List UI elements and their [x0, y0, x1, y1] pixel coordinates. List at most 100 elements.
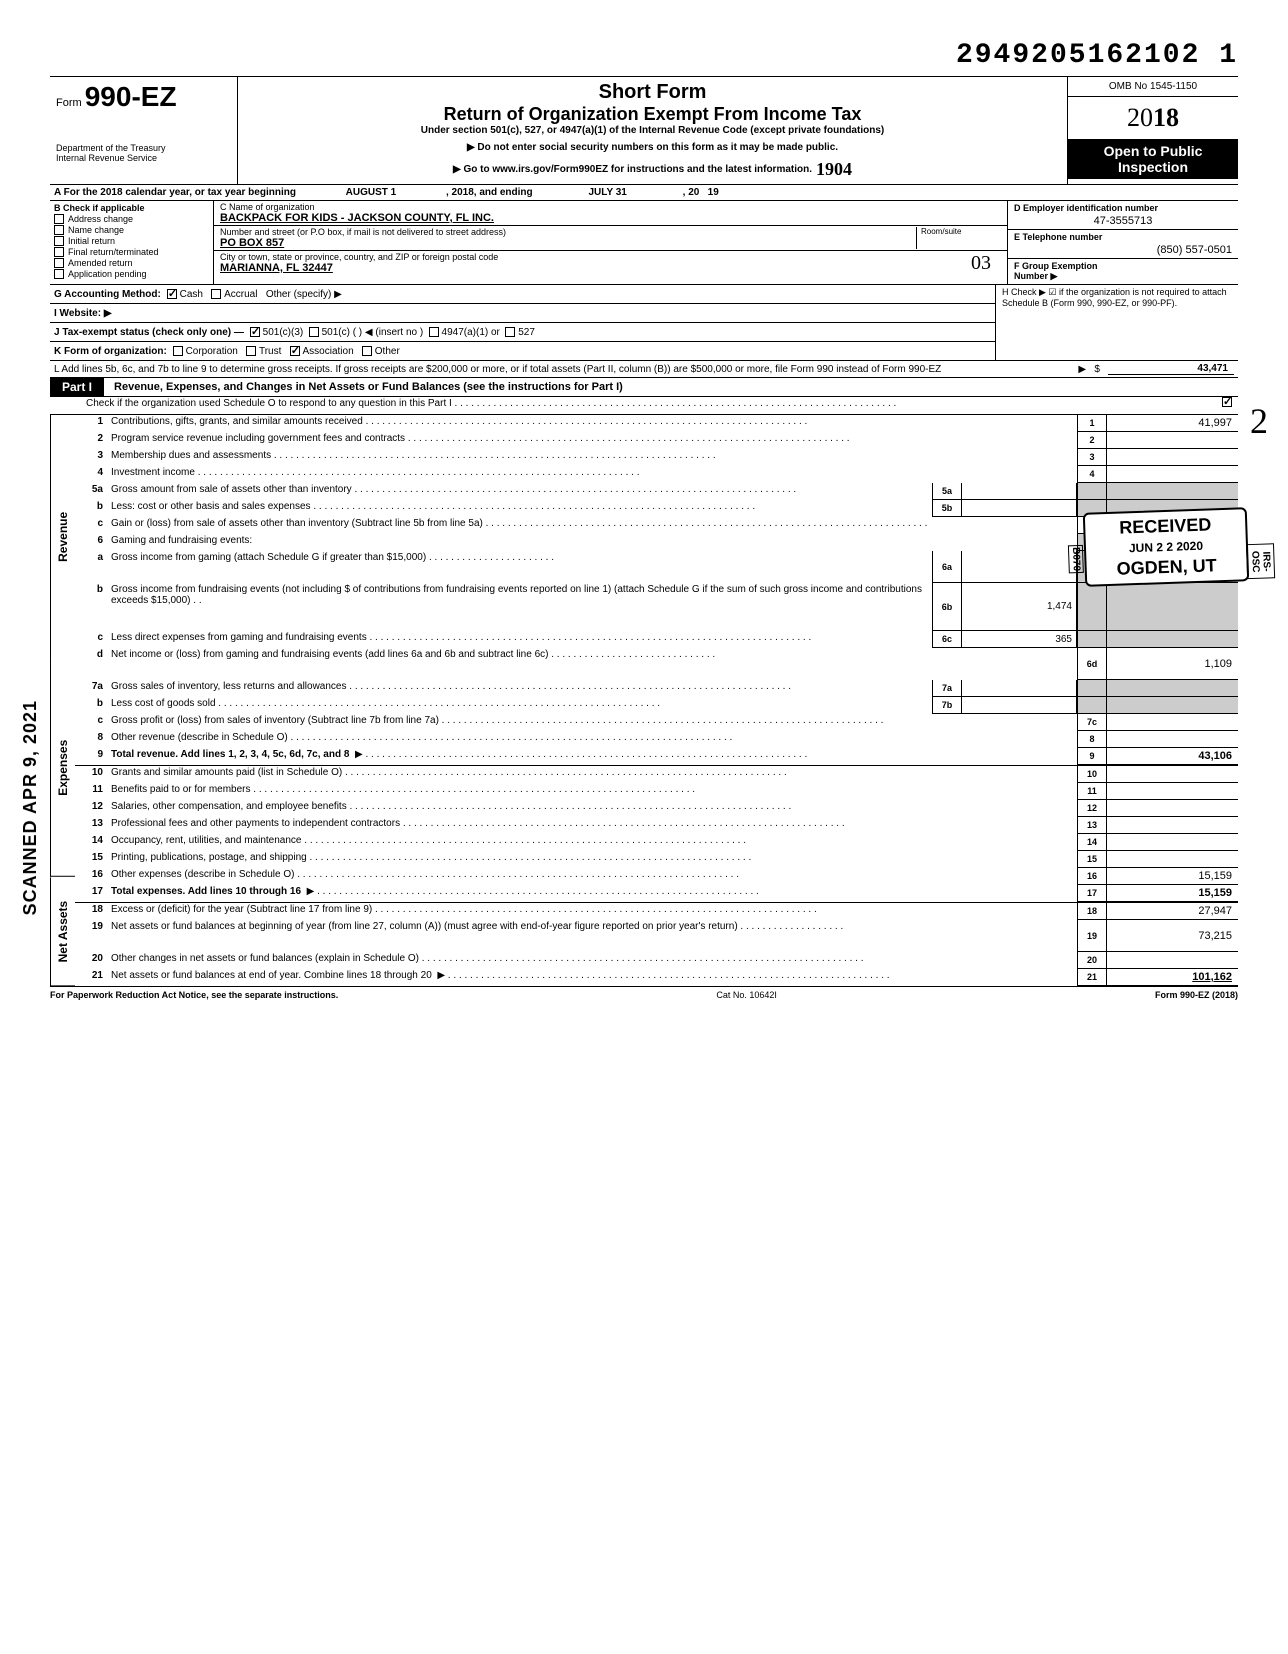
l5a-rval [1107, 483, 1238, 500]
chk-trust[interactable] [246, 346, 256, 356]
l6b-rval [1107, 583, 1238, 631]
l5c-desc: Gain or (loss) from sale of assets other… [111, 517, 1077, 534]
chk-527[interactable] [505, 327, 515, 337]
l10-desc: Grants and similar amounts paid (list in… [111, 766, 1077, 783]
l6b-mbox: 6b [932, 583, 962, 631]
lineK-lbl: K Form of organization: [54, 346, 167, 357]
l7b-mval [962, 697, 1077, 714]
handwritten-2: 2 [1250, 400, 1268, 442]
part1-check-line: Check if the organization used Schedule … [86, 397, 1079, 414]
l7b-rval [1107, 697, 1238, 714]
chk-address-change[interactable] [54, 214, 64, 224]
line-h: H Check ▶ ☑ if the organization is not r… [995, 285, 1238, 360]
l7b-num: b [75, 697, 111, 714]
l3-val [1107, 449, 1238, 466]
l6-desc: Gaming and fundraising events: [111, 534, 1077, 551]
l11-val [1107, 783, 1238, 800]
lbl-527: 527 [518, 327, 535, 338]
chk-corp[interactable] [173, 346, 183, 356]
row-a-tax-year: A For the 2018 calendar year, or tax yea… [50, 185, 1238, 201]
l3-num: 3 [75, 449, 111, 466]
received-stamp: RECEIVED JUN 2 2 2020 OGDEN, UT B070 IRS… [1083, 507, 1249, 587]
l17-val: 15,159 [1107, 885, 1238, 902]
l17-box: 17 [1077, 885, 1107, 902]
l1-desc: Contributions, gifts, grants, and simila… [111, 415, 1077, 432]
line-k: K Form of organization: Corporation Trus… [50, 342, 995, 360]
l7a-rbox [1077, 680, 1107, 697]
l2-box: 2 [1077, 432, 1107, 449]
l9-val: 43,106 [1107, 748, 1238, 765]
l7a-mval [962, 680, 1077, 697]
l5b-mbox: 5b [932, 500, 962, 517]
l14-val [1107, 834, 1238, 851]
lbl-final-return: Final return/terminated [68, 247, 159, 257]
chk-app-pending[interactable] [54, 269, 64, 279]
l7b-rbox [1077, 697, 1107, 714]
line-g: G Accounting Method: Cash Accrual Other … [50, 285, 995, 304]
chk-amended[interactable] [54, 258, 64, 268]
l7a-num: 7a [75, 680, 111, 697]
chk-501c3[interactable] [250, 327, 260, 337]
note-url: ▶ Go to www.irs.gov/Form990EZ for instru… [453, 164, 812, 175]
l18-num: 18 [75, 903, 111, 920]
l16-desc: Other expenses (describe in Schedule O) [111, 868, 1077, 885]
l4-val [1107, 466, 1238, 483]
side-net-assets: Net Assets [50, 877, 75, 986]
chk-schedule-o[interactable] [1222, 397, 1232, 407]
l6a-num: a [75, 551, 111, 583]
chk-501c[interactable] [309, 327, 319, 337]
part1-title: Revenue, Expenses, and Changes in Net As… [104, 381, 1238, 393]
l11-desc: Benefits paid to or for members [111, 783, 1077, 800]
chk-assoc[interactable] [290, 346, 300, 356]
l6c-num: c [75, 631, 111, 648]
l17-desc: Total expenses. Add lines 10 through 16 … [111, 885, 1077, 902]
l8-box: 8 [1077, 731, 1107, 748]
lbl-accrual: Accrual [224, 289, 257, 300]
chk-accrual[interactable] [211, 289, 221, 299]
stamp-irs-osc: IRS-OSC [1246, 543, 1275, 579]
part1-header: Part I Revenue, Expenses, and Changes in… [50, 377, 1238, 397]
l6c-mval: 365 [962, 631, 1077, 648]
chk-other-org[interactable] [362, 346, 372, 356]
l11-box: 11 [1077, 783, 1107, 800]
dept: Department of the Treasury Internal Reve… [56, 143, 231, 163]
l8-num: 8 [75, 731, 111, 748]
footer-left: For Paperwork Reduction Act Notice, see … [50, 990, 338, 1000]
l9-desc: Total revenue. Add lines 1, 2, 3, 4, 5c,… [111, 748, 1077, 765]
l18-box: 18 [1077, 903, 1107, 920]
l10-val [1107, 766, 1238, 783]
l15-val [1107, 851, 1238, 868]
lbl-cash: Cash [180, 289, 203, 300]
l12-desc: Salaries, other compensation, and employ… [111, 800, 1077, 817]
lbl-app-pending: Application pending [68, 269, 147, 279]
lbl-corp: Corporation [186, 346, 238, 357]
chk-final-return[interactable] [54, 247, 64, 257]
year-bold: 18 [1153, 103, 1179, 132]
l15-num: 15 [75, 851, 111, 868]
l2-val [1107, 432, 1238, 449]
colC-addr-hdr: Number and street (or P.O box, if mail i… [220, 227, 916, 237]
l7b-mbox: 7b [932, 697, 962, 714]
l3-box: 3 [1077, 449, 1107, 466]
l13-box: 13 [1077, 817, 1107, 834]
chk-initial-return[interactable] [54, 236, 64, 246]
dln-number: 2949205162102 1 [50, 40, 1238, 71]
chk-4947[interactable] [429, 327, 439, 337]
l7a-desc: Gross sales of inventory, less returns a… [111, 680, 932, 697]
handwritten-1904: 1904 [816, 159, 852, 180]
lbl-name-change: Name change [68, 225, 124, 235]
chk-cash[interactable] [167, 289, 177, 299]
colC-name-hdr: C Name of organization [220, 202, 1001, 212]
part1-body: Revenue Expenses Net Assets RECEIVED JUN… [50, 415, 1238, 986]
lbl-other-org: Other [375, 346, 400, 357]
part1-tag: Part I [50, 378, 104, 396]
l7c-desc: Gross profit or (loss) from sales of inv… [111, 714, 1077, 731]
side-revenue: Revenue [50, 415, 75, 659]
lbl-address-change: Address change [68, 214, 133, 224]
chk-name-change[interactable] [54, 225, 64, 235]
lineG-lbl: G Accounting Method: [54, 289, 161, 300]
l8-val [1107, 731, 1238, 748]
l20-box: 20 [1077, 952, 1107, 969]
l7c-box: 7c [1077, 714, 1107, 731]
l7c-val [1107, 714, 1238, 731]
